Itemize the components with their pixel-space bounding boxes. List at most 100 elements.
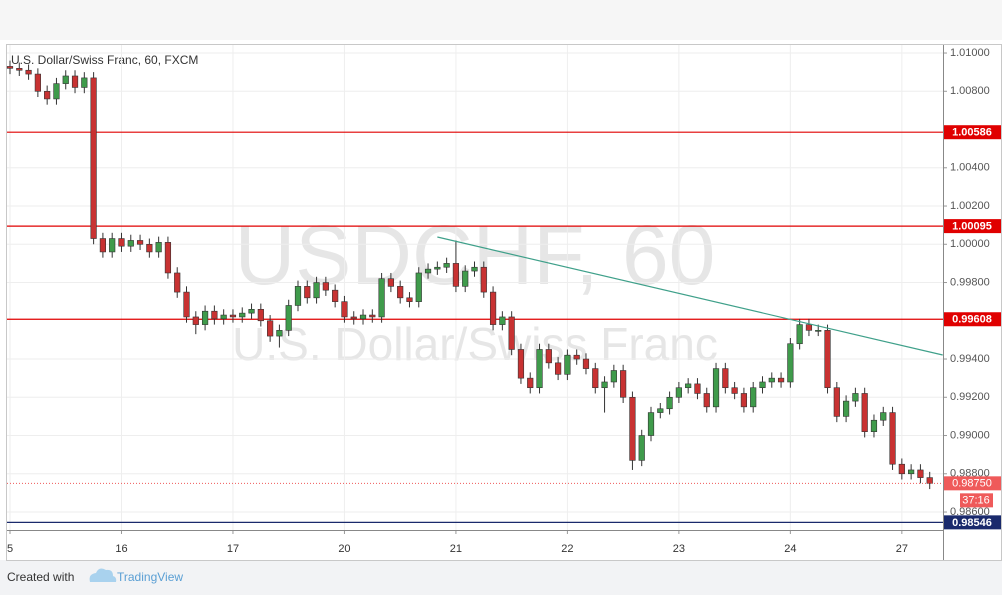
y-tick-label: 0.98600 [950,506,990,518]
chart-frame [6,44,1002,561]
top-bar [0,0,1002,40]
y-tick-label: 1.00800 [950,85,990,97]
brand-icon [89,568,117,582]
y-tick-label: 0.99800 [950,276,990,288]
candle-body [647,412,655,436]
candle-body [824,330,831,389]
candle-body [443,263,450,268]
candle-body [471,266,478,272]
candle-body [926,477,933,484]
candle-body [768,377,775,383]
candle-body [815,330,822,332]
price-label-box [944,219,1001,234]
candle-body [378,278,385,318]
candle-body [731,387,738,394]
candle-body [750,387,757,408]
candle-body [499,316,506,325]
candle-body [313,282,320,299]
candle-body [294,286,302,306]
footer-brand[interactable]: TradingView [117,570,183,584]
countdown-label: 37:16 [962,495,990,507]
x-tick-label: 17 [227,543,239,555]
candle-body [870,419,878,432]
candle-body [489,291,497,325]
watermark-description: U.S. Dollar/Swiss Franc [232,318,718,370]
candle-body [25,69,32,75]
candle-body [415,272,422,302]
candle-body [861,393,868,432]
price-label: 0.99608 [952,314,992,326]
candle-body [908,469,915,475]
candle-body [174,272,181,293]
candle-body [424,268,432,274]
trendline [437,236,943,356]
candle-body [703,393,710,408]
candle-body [211,310,218,320]
y-tick-label: 1.00000 [950,238,990,250]
price-label: 1.00095 [952,221,992,233]
candle-body [564,354,571,375]
candle-body [136,240,144,245]
candle-body [322,282,329,291]
price-label-box [944,515,1001,530]
candle-body [852,393,859,402]
candle-body [434,266,441,270]
candle-body [685,383,692,389]
candle-body [304,286,311,299]
candle-body [109,238,116,253]
candle-body [16,68,23,71]
candle-body [805,324,813,331]
candle-body [90,77,97,239]
candle-body [555,362,562,375]
candle-body [480,266,487,293]
candle-body [6,66,14,69]
candle-body [527,377,534,389]
candle-body [164,242,172,274]
candle-body [601,381,608,389]
candle-body [183,291,190,318]
candle-body [229,314,237,318]
candle-body [777,377,785,383]
candle-body [842,400,850,417]
x-tick-label: 5 [7,543,13,555]
candle-body [387,278,394,287]
candle-body [759,381,766,389]
candle-body [462,270,469,287]
y-tick-label: 0.99200 [950,391,990,403]
candle-body [880,412,887,421]
y-tick-label: 0.99000 [950,429,990,441]
x-tick-label: 16 [115,543,127,555]
candle-body [833,387,840,417]
candle-body [220,314,227,320]
y-tick-label: 1.01000 [950,47,990,59]
candle-body [796,324,803,345]
footer-text: Created with [7,570,74,584]
candle-body [712,368,720,408]
candle-body [44,90,51,100]
x-tick-label: 23 [673,543,685,555]
candle-body [638,435,645,461]
candle-body [536,349,543,389]
candle-body [508,316,515,350]
candle-body [332,289,339,302]
candle-body [118,238,125,247]
candle-body [257,309,264,322]
countdown-box [960,493,993,508]
candle-body [452,263,460,287]
candle-body [239,312,246,318]
candle-body [722,368,729,389]
y-tick-label: 1.00400 [950,162,990,174]
candle-body [359,314,367,320]
current-price-label: 0.98750 [952,478,992,490]
footer-bar [0,560,1002,595]
candle-body [517,349,525,379]
candle-body [629,396,636,461]
candle-body [582,358,590,369]
price-label: 1.00586 [952,127,992,139]
candle-body [201,310,209,325]
candle-body [192,316,199,325]
candle-body [127,240,134,247]
price-label-box [944,312,1001,327]
